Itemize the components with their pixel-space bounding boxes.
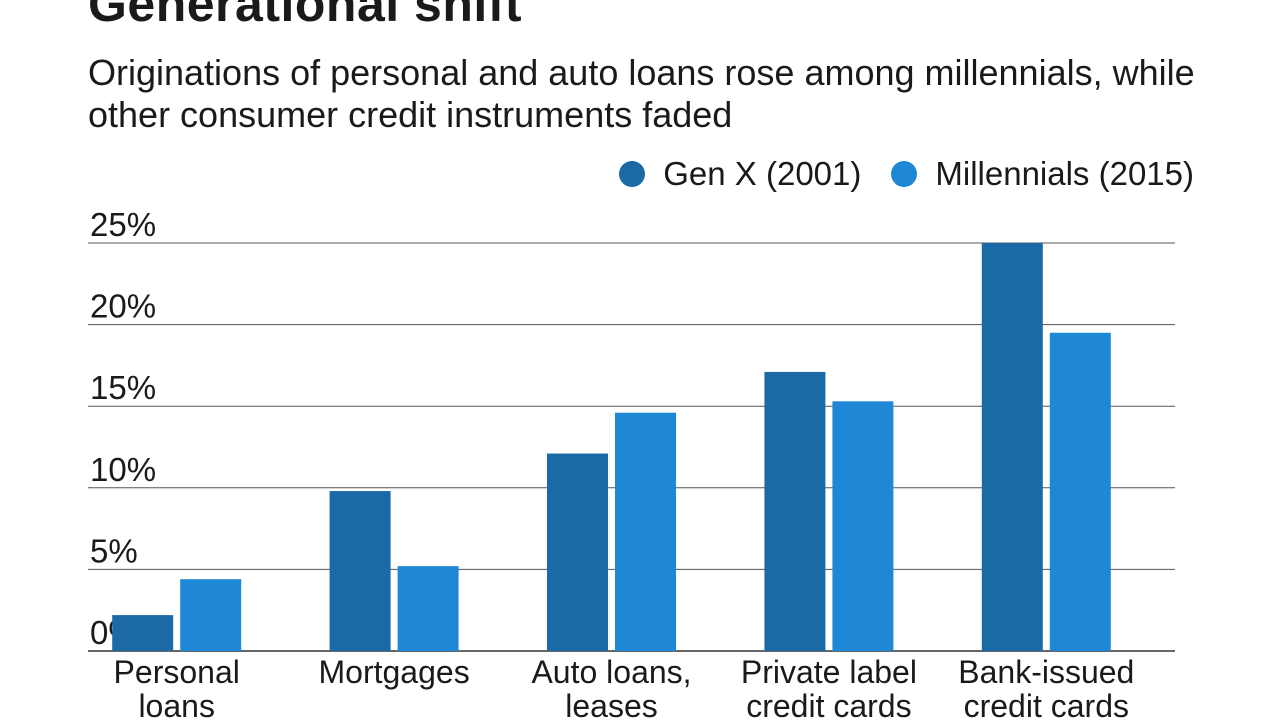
bar-millennials bbox=[397, 566, 459, 651]
x-tick-label-line: Personal bbox=[114, 654, 240, 690]
x-tick-label-line: Mortgages bbox=[319, 654, 470, 690]
x-tick-label: Personal loans bbox=[114, 654, 240, 720]
bar-millennials bbox=[1049, 332, 1111, 651]
chart-subtitle: Originations of personal and auto loans … bbox=[88, 52, 1195, 135]
x-tick-label: Mortgages bbox=[319, 654, 470, 690]
y-tick-label: 20% bbox=[90, 288, 156, 325]
x-tick-label-line: Bank-issued bbox=[958, 654, 1134, 690]
bar-millennials bbox=[180, 579, 242, 651]
x-tick-label: Bank-issued credit cards bbox=[958, 654, 1134, 720]
bar-genx bbox=[329, 491, 391, 651]
x-tick-label-line: Auto loans, bbox=[531, 654, 691, 690]
bar-genx bbox=[547, 453, 608, 651]
x-tick-label: Private label credit cards bbox=[741, 654, 917, 720]
legend-label-millennials: Millennials (2015) bbox=[935, 155, 1194, 192]
legend-label-genx: Gen X (2001) bbox=[663, 155, 862, 192]
legend-swatch-genx bbox=[619, 161, 646, 187]
bar-genx bbox=[112, 615, 174, 651]
x-tick-label-line: credit cards bbox=[746, 688, 911, 720]
bar-genx bbox=[981, 243, 1043, 651]
legend: Gen X (2001) Millennials (2015) bbox=[589, 154, 1194, 194]
x-tick-label-line: Private label bbox=[741, 654, 917, 690]
y-tick-label: 5% bbox=[90, 532, 138, 569]
y-tick-label: 10% bbox=[90, 451, 156, 488]
x-tick-label-line: loans bbox=[138, 688, 215, 720]
y-tick-label: 15% bbox=[90, 369, 156, 406]
legend-item-genx: Gen X (2001) bbox=[619, 155, 861, 193]
bar-millennials bbox=[615, 412, 676, 651]
y-tick-label: 25% bbox=[90, 206, 156, 243]
chart-title: Generational shift bbox=[88, 0, 523, 32]
legend-swatch-millennials bbox=[891, 161, 918, 187]
legend-item-millennials: Millennials (2015) bbox=[891, 155, 1194, 193]
bar-millennials bbox=[832, 401, 894, 651]
x-tick-label-line: credit cards bbox=[964, 688, 1129, 720]
x-tick-label-line: leases bbox=[565, 688, 658, 720]
bar-genx bbox=[764, 371, 826, 651]
x-tick-label: Auto loans, leases bbox=[531, 654, 691, 720]
